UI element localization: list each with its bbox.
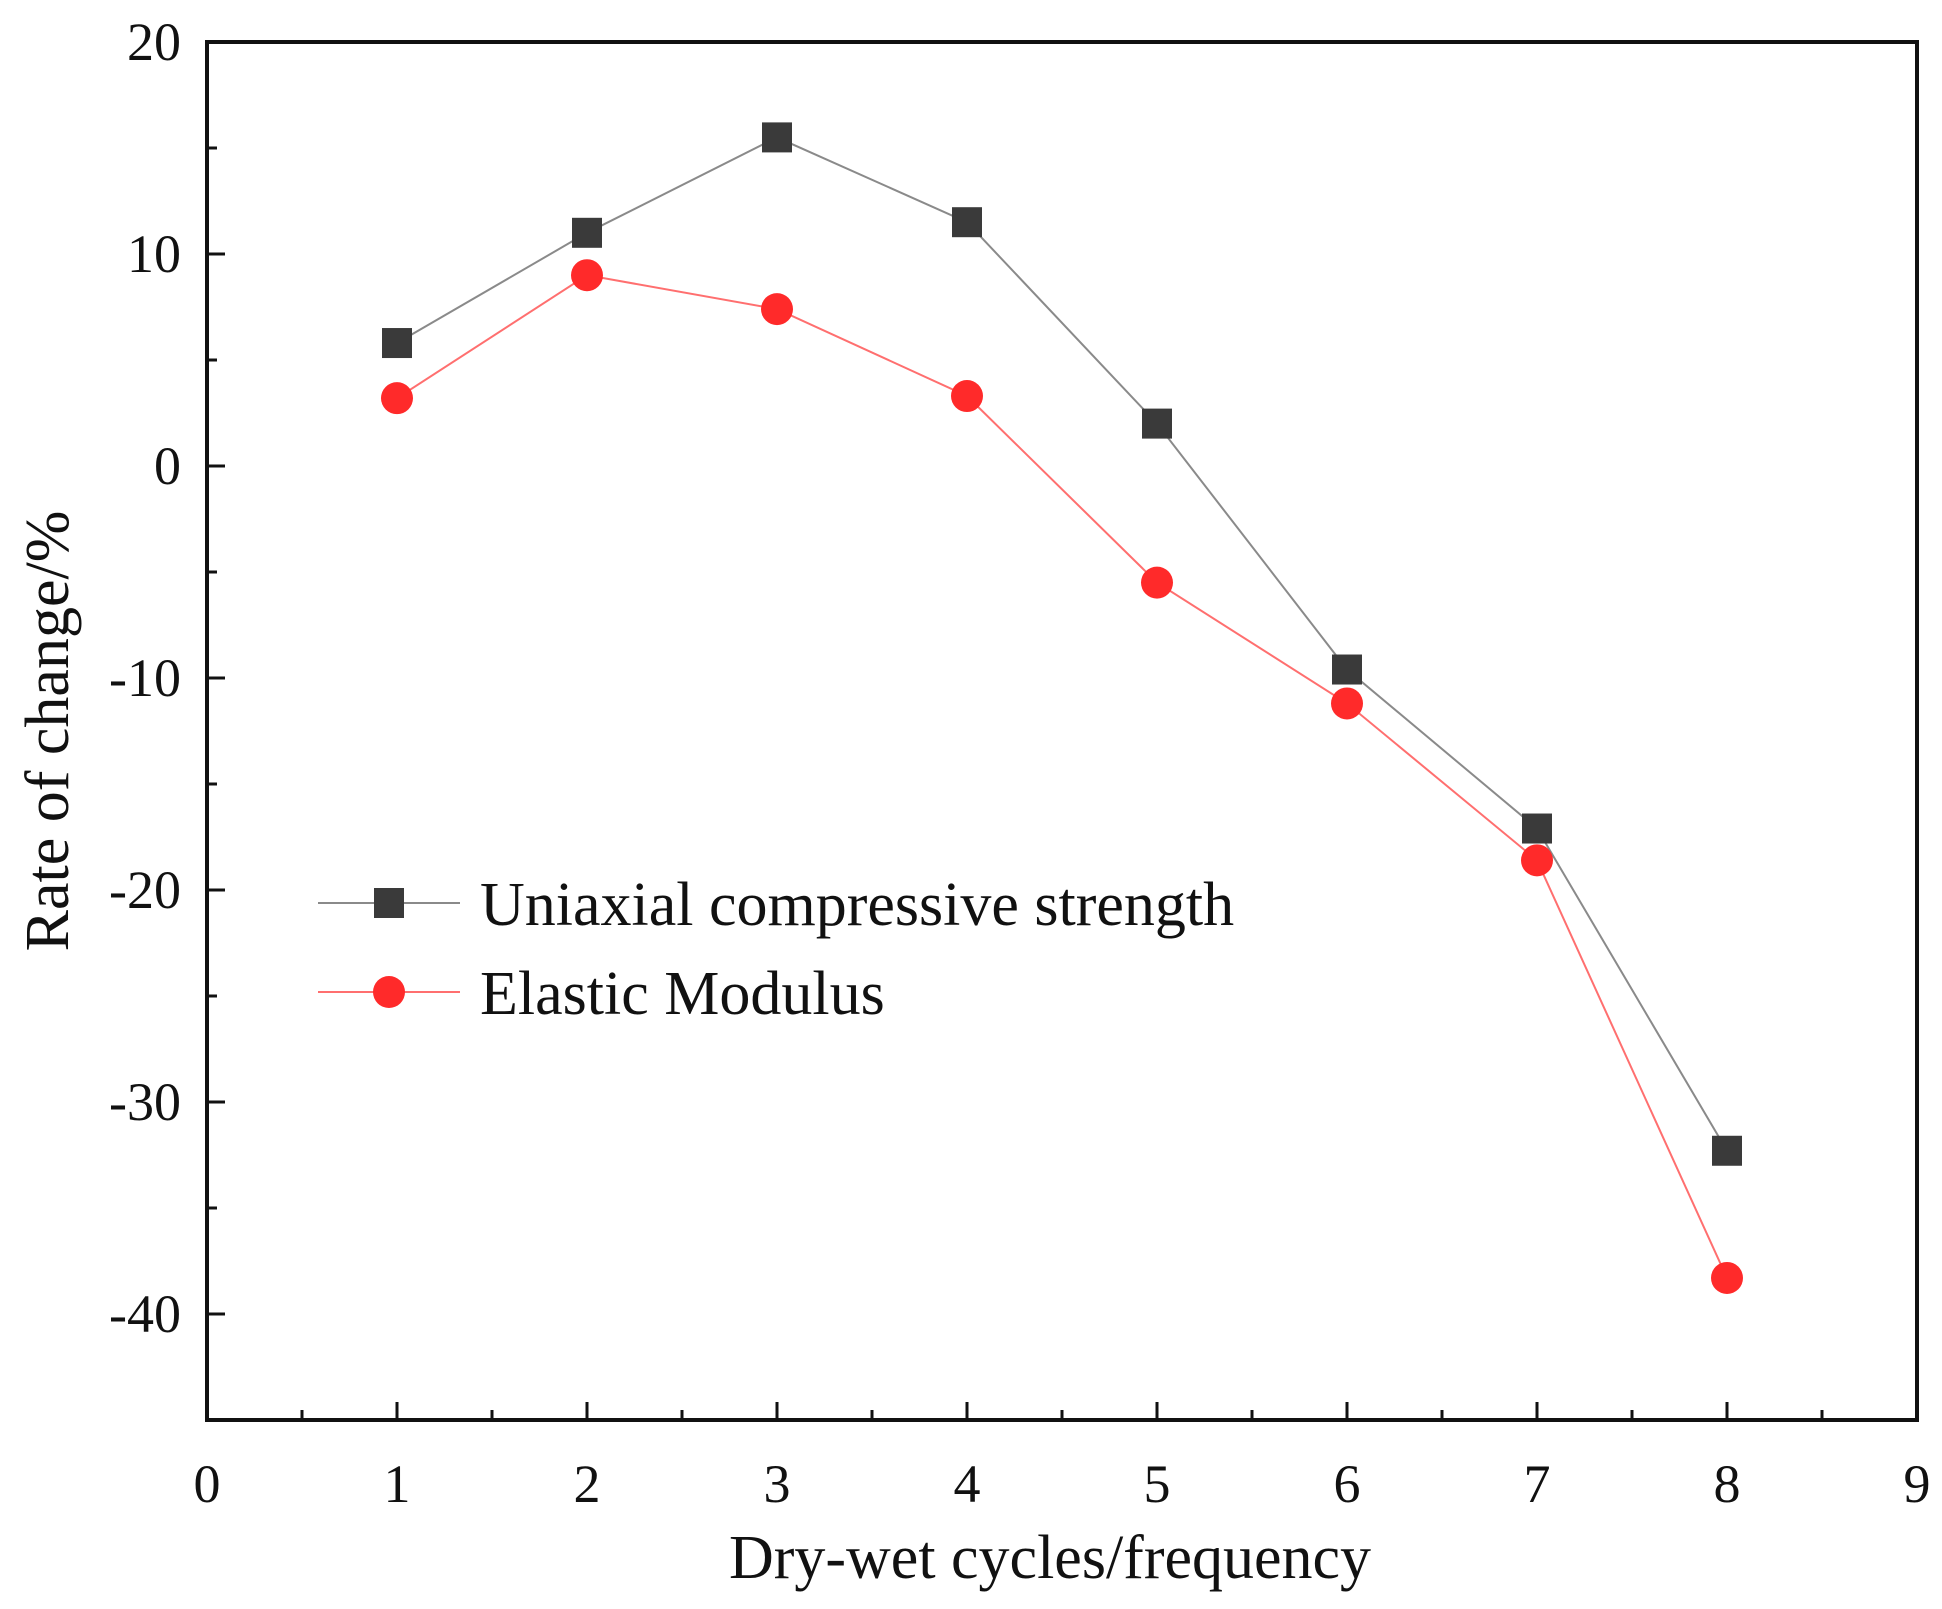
y-tick-label: -10 — [109, 648, 181, 708]
data-point — [761, 293, 793, 326]
series-line — [396, 136, 1728, 1152]
y-tick-label: -40 — [109, 1284, 181, 1344]
x-tick-label: 8 — [1714, 1454, 1741, 1514]
series-layer — [381, 122, 1743, 1294]
legend: Uniaxial compressive strength Elastic Mo… — [318, 871, 1234, 1028]
plot-frame — [205, 40, 1919, 1422]
x-axis-title: Dry-wet cycles/frequency — [729, 1524, 1371, 1592]
data-point — [572, 217, 602, 248]
x-tick-label: 3 — [764, 1454, 791, 1514]
y-tick-label: 10 — [127, 224, 181, 284]
data-point — [1522, 813, 1552, 844]
y-tick-label: 20 — [127, 12, 181, 72]
data-point — [1331, 687, 1363, 720]
data-point — [1521, 844, 1553, 877]
data-point — [952, 207, 982, 238]
x-tick-label: 7 — [1524, 1454, 1551, 1514]
series-em — [381, 259, 1743, 1294]
series-ucs — [382, 122, 1742, 1166]
data-point — [382, 328, 412, 359]
x-tick-label: 1 — [384, 1454, 411, 1514]
data-point — [571, 259, 603, 292]
x-tick-label: 6 — [1334, 1454, 1361, 1514]
y-tick-label: 0 — [154, 436, 181, 496]
x-tick-label: 9 — [1904, 1454, 1931, 1514]
data-point — [381, 382, 413, 415]
legend-label-em: Elastic Modulus — [480, 960, 885, 1028]
axis-ticks — [205, 40, 1919, 1420]
data-point — [1711, 1261, 1743, 1294]
y-axis-title: Rate of change/% — [14, 511, 82, 952]
axis-tick-labels: 0 1 2 3 4 5 6 7 8 9 20 10 0 -10 -20 -30 -40 — [109, 12, 1930, 1514]
legend-label-ucs: Uniaxial compressive strength — [480, 871, 1234, 939]
data-point — [762, 122, 792, 153]
x-tick-label: 0 — [194, 1454, 221, 1514]
y-tick-label: -20 — [109, 860, 181, 920]
data-point — [951, 380, 983, 413]
legend-marker-em — [373, 976, 405, 1008]
series-line — [396, 274, 1728, 1279]
x-tick-label: 5 — [1144, 1454, 1171, 1514]
y-tick-label: -30 — [109, 1072, 181, 1132]
x-tick-label: 4 — [954, 1454, 981, 1514]
data-point — [1332, 654, 1362, 685]
data-point — [1141, 566, 1173, 599]
data-point — [1712, 1135, 1742, 1166]
x-tick-label: 2 — [574, 1454, 601, 1514]
data-point — [1142, 408, 1172, 439]
legend-marker-ucs — [374, 888, 404, 918]
